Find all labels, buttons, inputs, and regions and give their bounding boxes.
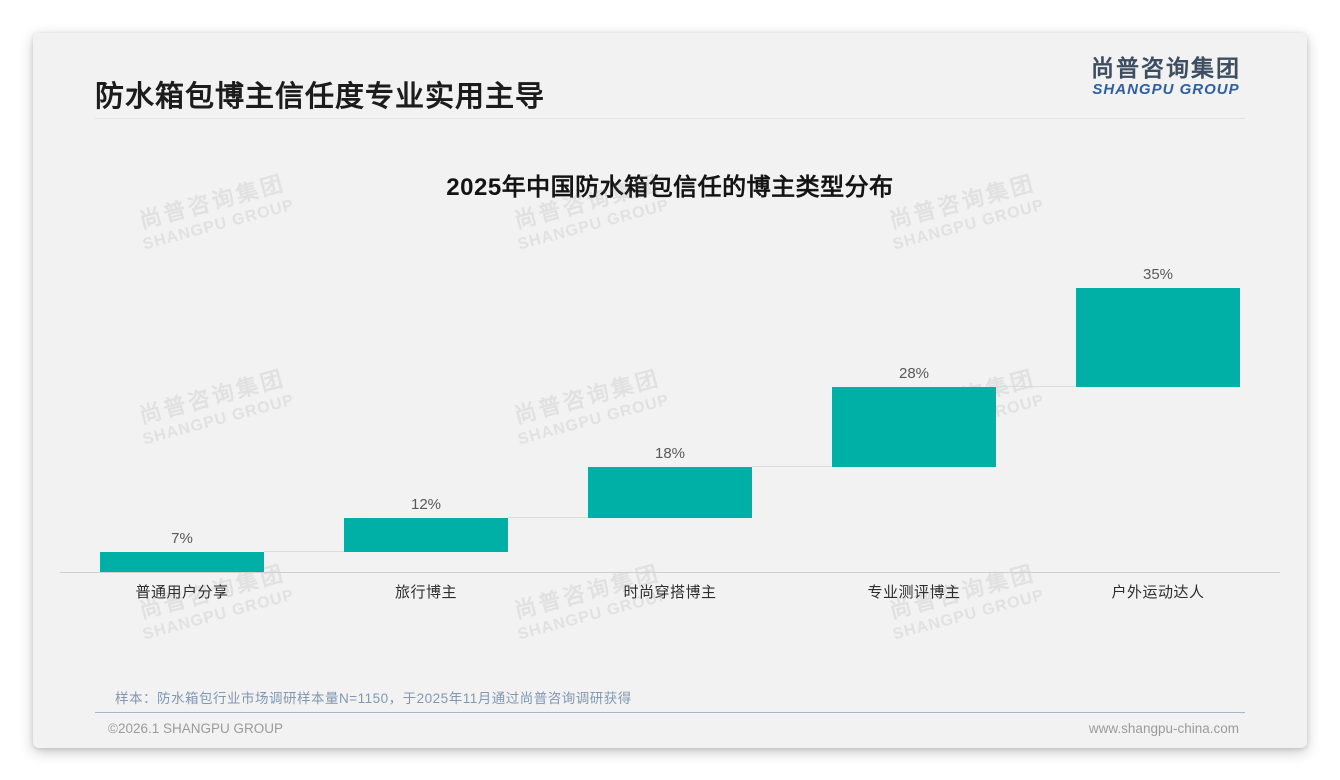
slide-card: 尚普咨询集团 SHANGPU GROUP 尚普咨询集团 SHANGPU GROUP 尚普…	[33, 33, 1307, 748]
title-divider	[95, 118, 1245, 119]
footer-copyright: ©2026.1 SHANGPU GROUP	[108, 721, 284, 736]
waterfall-bar	[1076, 288, 1240, 388]
bar-value-label: 28%	[898, 365, 930, 383]
page-title: 防水箱包博主信任度专业实用主导	[95, 81, 546, 113]
step-connector-line	[995, 386, 1077, 388]
category-tick-label: 旅行博主	[394, 584, 457, 601]
waterfall-bar	[344, 518, 508, 553]
category-tick-label: 户外运动达人	[1111, 584, 1205, 601]
waterfall-bar	[100, 552, 264, 572]
step-connector-line	[263, 551, 345, 553]
bar-value-label: 18%	[654, 444, 686, 462]
footer-website: www.shangpu-china.com	[1088, 721, 1239, 736]
source-note: 样本：防水箱包行业市场调研样本量N=1150，于2025年11月通过尚普咨询调研…	[115, 691, 632, 706]
category-tick-label: 专业测评博主	[867, 584, 961, 601]
company-logo: 尚普咨询集团 SHANGPU GROUP	[1091, 55, 1241, 99]
step-connector-line	[507, 517, 589, 519]
category-tick-label: 时尚穿搭博主	[623, 584, 717, 601]
bar-value-label: 35%	[1142, 266, 1174, 283]
plot-area: 7% 12% 18% 28% 35%	[60, 266, 1280, 573]
category-tick-label: 普通用户分享	[135, 584, 229, 601]
category-axis: 普通用户分享 旅行博主 时尚穿搭博主 专业测评博主 户外运动达人	[60, 581, 1280, 602]
waterfall-bar	[588, 466, 752, 519]
bar-value-label: 7%	[171, 530, 193, 548]
logo-english-text: SHANGPU GROUP	[1092, 81, 1240, 99]
waterfall-bar	[832, 387, 996, 467]
logo-chinese-text: 尚普咨询集团	[1091, 55, 1241, 81]
step-connector-line	[751, 465, 833, 467]
footer-divider	[95, 712, 1245, 713]
chart-title: 2025年中国防水箱包信任的博主类型分布	[446, 174, 894, 201]
bar-value-label: 12%	[410, 496, 442, 514]
